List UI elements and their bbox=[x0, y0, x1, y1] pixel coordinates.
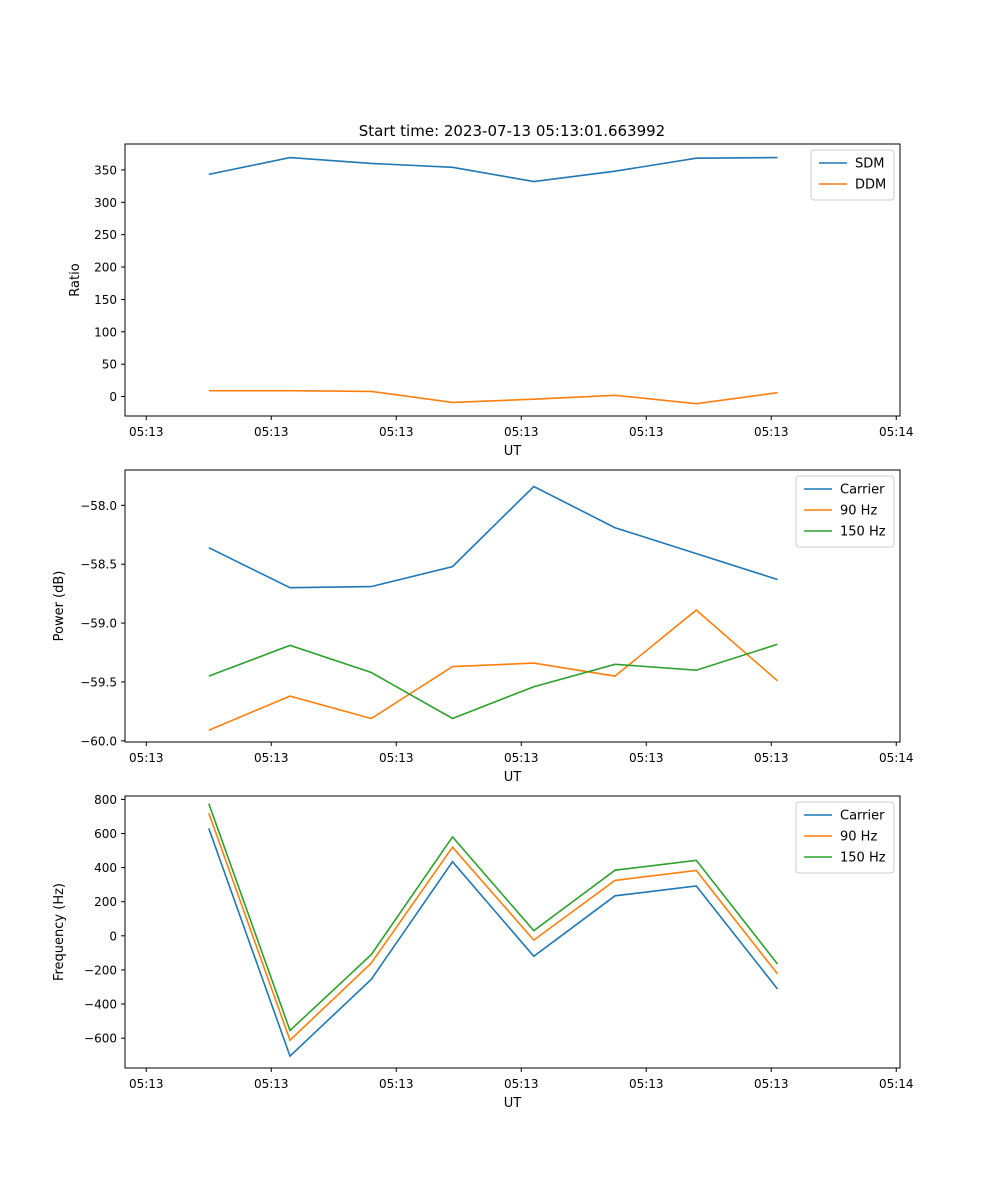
legend-label: 90 Hz bbox=[840, 504, 877, 519]
y-tick-label: −58.5 bbox=[80, 558, 117, 572]
x-tick-label: 05:14 bbox=[879, 1077, 914, 1091]
x-tick-label: 05:13 bbox=[379, 425, 414, 439]
y-tick-label: 200 bbox=[94, 261, 117, 275]
x-tick-label: 05:13 bbox=[379, 1077, 414, 1091]
legend: Carrier 90 Hz 150 Hz bbox=[795, 475, 895, 548]
y-tick-label: 250 bbox=[94, 228, 117, 242]
figure-title: Start time: 2023-07-13 05:13:01.663992 bbox=[359, 122, 665, 140]
y-tick-label: −59.5 bbox=[80, 675, 117, 689]
series-line-carrier bbox=[208, 485, 778, 589]
axes-frame bbox=[124, 143, 901, 417]
y-tick-label: 100 bbox=[94, 325, 117, 339]
y-tick-label: 200 bbox=[94, 895, 117, 909]
x-tick-label: 05:13 bbox=[129, 1077, 164, 1091]
legend-box bbox=[795, 801, 895, 874]
chart-panel-3: 05:13 05:13 05:13 05:13 05:13 05:13 05:14 −600 −… bbox=[52, 793, 914, 1111]
series-line-carrier bbox=[208, 828, 779, 1058]
y-axis-label: Ratio bbox=[68, 263, 83, 296]
legend-label: 150 Hz bbox=[840, 851, 886, 866]
y-tick-label: −400 bbox=[84, 998, 117, 1012]
y-axis-label: Power (dB) bbox=[52, 571, 67, 642]
x-axis-label: UT bbox=[504, 444, 522, 459]
y-tick-label: −60.0 bbox=[80, 734, 117, 748]
x-tick-label: 05:13 bbox=[629, 425, 664, 439]
x-tick-label: 05:14 bbox=[879, 751, 914, 765]
y-tick-label: 350 bbox=[94, 163, 117, 177]
x-tick-label: 05:13 bbox=[504, 425, 539, 439]
x-tick-label: 05:13 bbox=[629, 751, 664, 765]
x-tick-label: 05:13 bbox=[254, 1077, 289, 1091]
y-tick-label: 0 bbox=[109, 390, 117, 404]
x-tick-label: 05:13 bbox=[254, 751, 289, 765]
charts-container: 05:13 05:13 05:13 05:13 05:13 05:13 05:14 0 50 10… bbox=[52, 143, 914, 1111]
legend-label: SDM bbox=[855, 157, 884, 172]
legend: SDM DDM bbox=[810, 149, 895, 201]
x-tick-label: 05:13 bbox=[754, 1077, 789, 1091]
legend-label: 150 Hz bbox=[840, 525, 886, 540]
x-tick-label: 05:13 bbox=[754, 751, 789, 765]
series-line-150-hz bbox=[208, 643, 778, 720]
x-tick-label: 05:13 bbox=[129, 751, 164, 765]
y-tick-label: −59.0 bbox=[80, 617, 117, 631]
chart-panel-1: 05:13 05:13 05:13 05:13 05:13 05:13 05:14 0 50 10… bbox=[68, 143, 914, 459]
x-axis-label: UT bbox=[504, 770, 522, 785]
y-tick-label: 50 bbox=[102, 358, 117, 372]
y-tick-label: 400 bbox=[94, 861, 117, 875]
x-axis-label: UT bbox=[504, 1096, 522, 1111]
x-tick-label: 05:13 bbox=[129, 425, 164, 439]
y-tick-label: −600 bbox=[84, 1032, 117, 1046]
series-line-sdm bbox=[208, 156, 778, 183]
legend-label: DDM bbox=[855, 178, 886, 193]
y-axis-label: Frequency (Hz) bbox=[52, 883, 67, 981]
x-tick-label: 05:13 bbox=[254, 425, 289, 439]
legend-label: Carrier bbox=[840, 809, 885, 824]
chart-panel-2: 05:13 05:13 05:13 05:13 05:13 05:13 05:14 −60.0… bbox=[52, 469, 914, 785]
legend: Carrier 90 Hz 150 Hz bbox=[795, 801, 895, 874]
series-line-ddm bbox=[208, 389, 778, 405]
series-line-150-hz bbox=[208, 803, 779, 1032]
legend-box bbox=[795, 475, 895, 548]
axes-frame bbox=[124, 795, 901, 1069]
y-tick-label: −200 bbox=[84, 963, 117, 977]
legend-label: Carrier bbox=[840, 483, 885, 498]
x-tick-label: 05:13 bbox=[504, 1077, 539, 1091]
x-tick-label: 05:13 bbox=[504, 751, 539, 765]
y-tick-label: 150 bbox=[94, 293, 117, 307]
y-tick-label: 600 bbox=[94, 827, 117, 841]
y-tick-label: 800 bbox=[94, 793, 117, 807]
y-tick-label: 300 bbox=[94, 196, 117, 210]
series-line-90-hz bbox=[208, 812, 779, 1042]
x-tick-label: 05:14 bbox=[879, 425, 914, 439]
legend-label: 90 Hz bbox=[840, 830, 877, 845]
x-tick-label: 05:13 bbox=[629, 1077, 664, 1091]
y-tick-label: 0 bbox=[109, 929, 117, 943]
y-tick-label: −58.0 bbox=[80, 499, 117, 513]
series-line-90-hz bbox=[208, 609, 779, 731]
x-tick-label: 05:13 bbox=[379, 751, 414, 765]
x-tick-label: 05:13 bbox=[754, 425, 789, 439]
axes-frame bbox=[124, 469, 901, 743]
